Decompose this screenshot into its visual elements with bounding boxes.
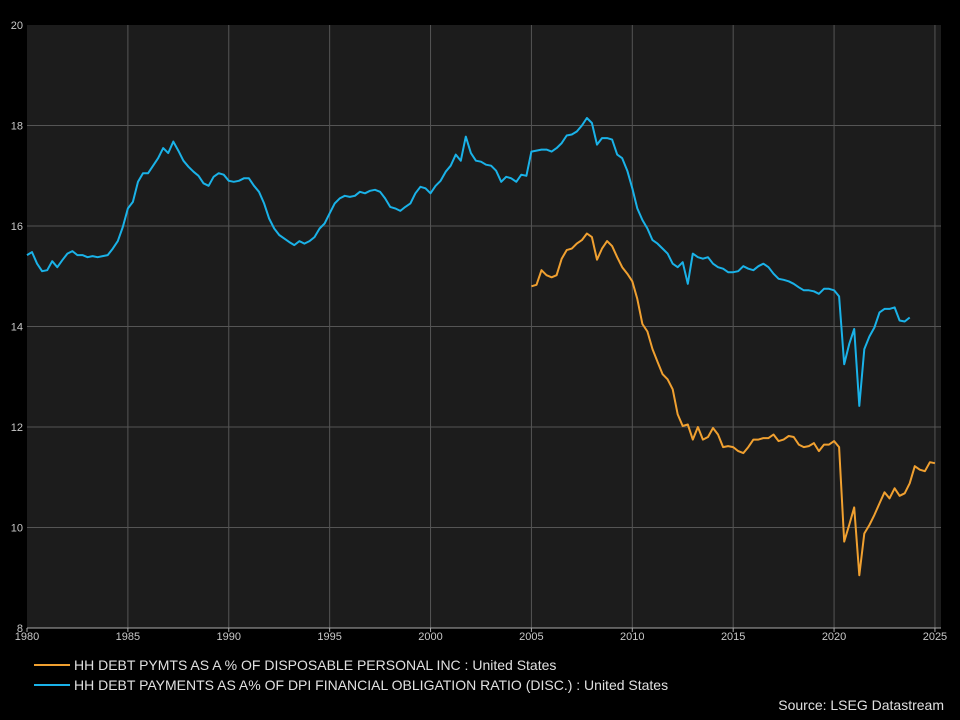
y-tick-label: 20 <box>11 20 23 32</box>
source-note: Source: LSEG Datastream <box>778 697 944 713</box>
y-tick-label: 14 <box>11 322 23 334</box>
x-tick-label: 2015 <box>721 631 745 643</box>
y-tick-label: 12 <box>11 422 23 434</box>
grid <box>27 25 941 628</box>
legend-swatch-orange <box>34 664 70 666</box>
series-line-debt-pymts <box>531 232 936 577</box>
legend-label: HH DEBT PYMTS AS A % OF DISPOSABLE PERSO… <box>74 657 557 673</box>
series-line-financial-obligation <box>26 117 911 407</box>
y-tick-label: 18 <box>11 121 23 133</box>
x-tick-label: 1995 <box>317 631 341 643</box>
x-tick-label: 1980 <box>15 631 39 643</box>
x-tick-label: 1985 <box>116 631 140 643</box>
legend-label: HH DEBT PAYMENTS AS A% OF DPI FINANCIAL … <box>74 677 669 693</box>
x-tick-label: 2005 <box>519 631 543 643</box>
x-tick-label: 1990 <box>217 631 241 643</box>
y-tick-label: 10 <box>11 523 23 535</box>
x-tick-label: 2000 <box>418 631 442 643</box>
x-tick-label: 2020 <box>822 631 846 643</box>
legend: HH DEBT PYMTS AS A % OF DISPOSABLE PERSO… <box>34 655 668 695</box>
legend-item-debt-pymts: HH DEBT PYMTS AS A % OF DISPOSABLE PERSO… <box>34 655 668 675</box>
series-lines <box>26 117 936 577</box>
chart: 8 10 12 14 16 18 20 1980 1985 1990 1995 2000 2005 201… <box>11 20 947 643</box>
legend-swatch-blue <box>34 684 70 686</box>
tick-labels: 8 10 12 14 16 18 20 1980 1985 1990 1995 2000 2005 201… <box>11 20 947 643</box>
x-tick-label: 2025 <box>923 631 947 643</box>
y-tick-label: 8 <box>17 623 23 635</box>
x-tick-label: 2010 <box>620 631 644 643</box>
legend-item-financial-obligation: HH DEBT PAYMENTS AS A% OF DPI FINANCIAL … <box>34 675 668 695</box>
y-tick-label: 16 <box>11 221 23 233</box>
